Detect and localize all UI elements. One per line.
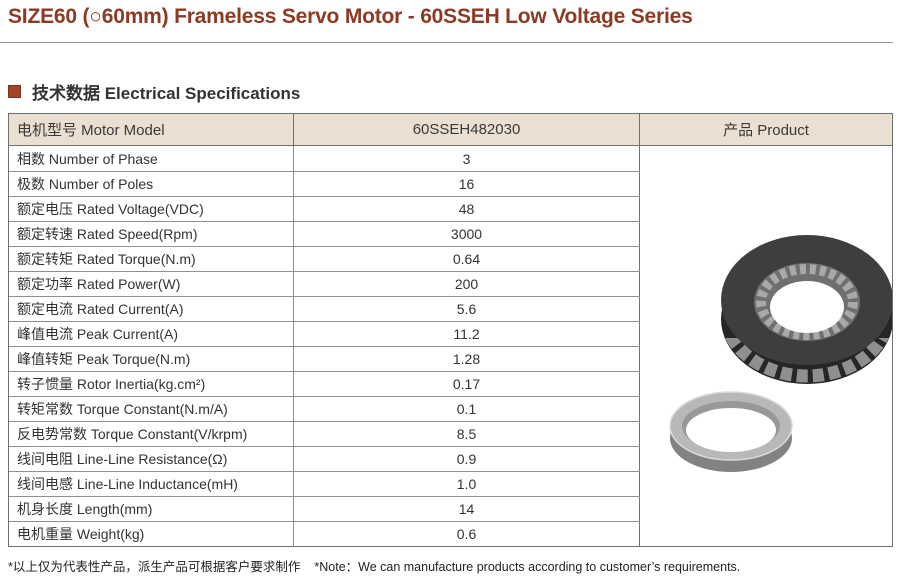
row-value: 0.6 bbox=[294, 522, 640, 546]
row-value: 1.0 bbox=[294, 472, 640, 496]
row-label: 线间电感 Line-Line Inductance(mH) bbox=[9, 472, 294, 496]
column-header-product: 产品 Product bbox=[723, 122, 809, 139]
table-row: 线间电阻 Line-Line Resistance(Ω) 0.9 bbox=[9, 446, 640, 471]
row-value: 0.17 bbox=[294, 372, 640, 396]
product-image-cell bbox=[640, 146, 892, 546]
row-value: 11.2 bbox=[294, 322, 640, 346]
row-label: 机身长度 Length(mm) bbox=[9, 497, 294, 521]
row-value: 16 bbox=[294, 172, 640, 196]
electrical-specs-table: 电机型号 Motor Model 60SSEH482030 产品 Product… bbox=[8, 113, 893, 547]
section-heading: 技术数据 Electrical Specifications bbox=[32, 84, 301, 103]
column-header-motor-model: 电机型号 Motor Model bbox=[9, 114, 294, 145]
table-row: 线间电感 Line-Line Inductance(mH) 1.0 bbox=[9, 471, 640, 496]
table-row: 极数 Number of Poles 16 bbox=[9, 171, 640, 196]
page-title: SIZE60 (○60mm) Frameless Servo Motor - 6… bbox=[8, 5, 693, 28]
footnote: *以上仅为代表性产品，派生产品可根据客户要求制作 *Note：We can ma… bbox=[8, 556, 893, 575]
row-label: 额定电压 Rated Voltage(VDC) bbox=[9, 197, 294, 221]
table-row: 额定转速 Rated Speed(Rpm) 3000 bbox=[9, 221, 640, 246]
row-value: 3 bbox=[294, 146, 640, 171]
row-value: 48 bbox=[294, 197, 640, 221]
row-value: 0.1 bbox=[294, 397, 640, 421]
title-divider bbox=[0, 42, 893, 43]
row-value: 200 bbox=[294, 272, 640, 296]
row-label: 转矩常数 Torque Constant(N.m/A) bbox=[9, 397, 294, 421]
row-label: 线间电阻 Line-Line Resistance(Ω) bbox=[9, 447, 294, 471]
footnote-en: *Note：We can manufacture products accord… bbox=[314, 560, 741, 574]
table-row: 额定电流 Rated Current(A) 5.6 bbox=[9, 296, 640, 321]
row-label: 峰值电流 Peak Current(A) bbox=[9, 322, 294, 346]
table-row: 峰值电流 Peak Current(A) 11.2 bbox=[9, 321, 640, 346]
row-label: 额定转速 Rated Speed(Rpm) bbox=[9, 222, 294, 246]
row-label: 转子惯量 Rotor Inertia(kg.cm²) bbox=[9, 372, 294, 396]
table-row: 额定电压 Rated Voltage(VDC) 48 bbox=[9, 196, 640, 221]
spec-rows: 相数 Number of Phase 3 极数 Number of Poles 16 额… bbox=[9, 146, 640, 546]
table-header-row: 电机型号 Motor Model 60SSEH482030 产品 Product bbox=[9, 114, 892, 146]
row-label: 峰值转矩 Peak Torque(N.m) bbox=[9, 347, 294, 371]
table-body: 相数 Number of Phase 3 极数 Number of Poles 16 额… bbox=[9, 146, 892, 546]
rotor-ring-image bbox=[669, 391, 793, 472]
row-value: 5.6 bbox=[294, 297, 640, 321]
row-value: 3000 bbox=[294, 222, 640, 246]
table-row: 额定转矩 Rated Torque(N.m) 0.64 bbox=[9, 246, 640, 271]
row-label: 反电势常数 Torque Constant(V/krpm) bbox=[9, 422, 294, 446]
product-photo bbox=[669, 235, 892, 472]
table-row: 转矩常数 Torque Constant(N.m/A) 0.1 bbox=[9, 396, 640, 421]
row-label: 电机重量 Weight(kg) bbox=[9, 522, 294, 546]
table-row: 额定功率 Rated Power(W) 200 bbox=[9, 271, 640, 296]
section-bullet-icon bbox=[8, 85, 21, 98]
footnote-cn: *以上仅为代表性产品，派生产品可根据客户要求制作 bbox=[8, 560, 301, 574]
row-value: 0.9 bbox=[294, 447, 640, 471]
stator-ring-image bbox=[721, 235, 892, 384]
row-value: 14 bbox=[294, 497, 640, 521]
table-row: 峰值转矩 Peak Torque(N.m) 1.28 bbox=[9, 346, 640, 371]
row-label: 额定转矩 Rated Torque(N.m) bbox=[9, 247, 294, 271]
table-row: 机身长度 Length(mm) 14 bbox=[9, 496, 640, 521]
row-label: 额定功率 Rated Power(W) bbox=[9, 272, 294, 296]
row-value: 0.64 bbox=[294, 247, 640, 271]
row-label: 额定电流 Rated Current(A) bbox=[9, 297, 294, 321]
row-label: 极数 Number of Poles bbox=[9, 172, 294, 196]
table-row: 转子惯量 Rotor Inertia(kg.cm²) 0.17 bbox=[9, 371, 640, 396]
table-row: 相数 Number of Phase 3 bbox=[9, 146, 640, 171]
row-value: 1.28 bbox=[294, 347, 640, 371]
column-header-model-number: 60SSEH482030 bbox=[294, 114, 640, 145]
row-label: 相数 Number of Phase bbox=[9, 146, 294, 171]
section-header: 技术数据 Electrical Specifications bbox=[8, 79, 300, 104]
table-row: 电机重量 Weight(kg) 0.6 bbox=[9, 521, 640, 546]
table-row: 反电势常数 Torque Constant(V/krpm) 8.5 bbox=[9, 421, 640, 446]
row-value: 8.5 bbox=[294, 422, 640, 446]
